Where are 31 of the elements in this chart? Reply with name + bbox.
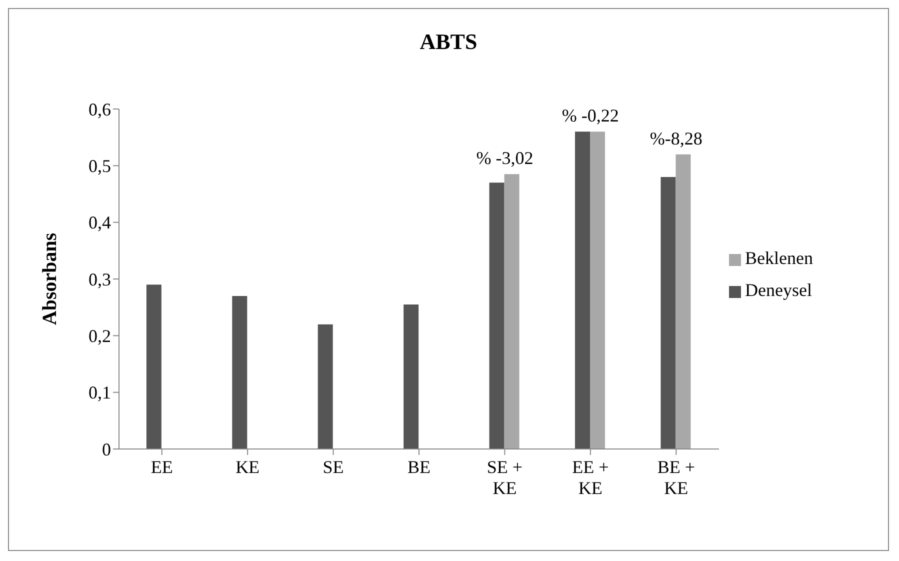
x-tick-label: EE (150, 457, 173, 477)
annotation: % -0,22 (562, 106, 619, 126)
x-tick-label: EE + KE (572, 457, 609, 498)
bar (504, 174, 520, 449)
bar (404, 304, 419, 449)
bar (146, 284, 162, 449)
y-tick-label: 0 (102, 439, 111, 460)
bar (590, 132, 605, 449)
x-tick-label: KE (236, 457, 260, 477)
bar (318, 324, 333, 449)
y-axis-title: Absorbans (39, 232, 62, 326)
y-tick-label: 0,3 (88, 269, 111, 290)
x-tick-label: SE (322, 457, 344, 477)
bar (660, 177, 676, 449)
y-tick-label: 0,6 (88, 99, 111, 120)
bar (575, 132, 590, 449)
y-tick-label: 0,1 (88, 382, 111, 403)
annotation: % -3,02 (476, 148, 534, 168)
y-tick-label: 0,2 (88, 326, 111, 346)
bar (489, 182, 504, 449)
annotation: %-8,28 (650, 128, 702, 148)
x-tick-label: BE + KE (657, 457, 695, 498)
legend-label: Beklenen (745, 248, 813, 268)
x-tick-label: BE (407, 457, 431, 477)
bar (676, 154, 691, 449)
x-tick-label: SE + KE (486, 457, 523, 498)
chart-title: ABTS (418, 29, 478, 55)
legend-label: Deneysel (745, 280, 812, 300)
bar (232, 296, 248, 449)
y-tick-label: 0,5 (88, 156, 111, 176)
y-tick-label: 0,4 (88, 212, 111, 233)
